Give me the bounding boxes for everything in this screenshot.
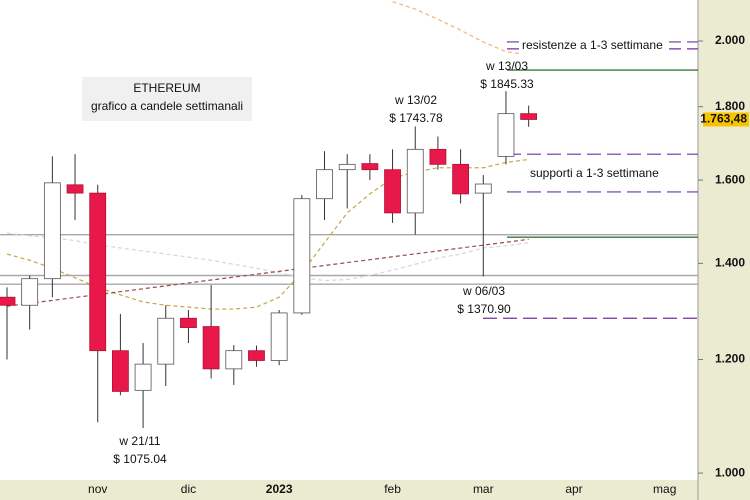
- x-tick-label: feb: [384, 482, 401, 496]
- y-tick-label: 1.400: [715, 256, 745, 270]
- y-tick-label: 2.000: [715, 33, 745, 47]
- annotation-bg: [519, 37, 669, 55]
- annotation: resistenze a 1-3 settimane: [522, 38, 663, 52]
- x-tick-label: dic: [181, 482, 196, 496]
- candle-body: [21, 278, 39, 306]
- candle-body: [66, 184, 84, 194]
- annotation: $ 1370.90: [457, 302, 511, 316]
- annotation: $ 1743.78: [389, 111, 443, 125]
- candle-body: [474, 183, 492, 194]
- candle-body: [316, 169, 333, 200]
- candle-body: [225, 350, 243, 370]
- candle-body: [134, 363, 152, 391]
- candle-body: [202, 326, 220, 370]
- annotation: $ 1845.33: [480, 77, 534, 91]
- title-box: [82, 77, 252, 121]
- candle-body: [89, 192, 107, 352]
- annotation: w 21/11: [118, 434, 160, 448]
- overlay-line: [392, 1, 529, 56]
- candle-body: [520, 113, 538, 120]
- candle-body: [270, 312, 288, 361]
- candle-body: [0, 296, 16, 306]
- candle-body: [112, 350, 129, 392]
- candle-body: [361, 163, 379, 171]
- chart-title: ETHEREUM: [133, 81, 200, 95]
- chart-subtitle: grafico a candele settimanali: [91, 99, 243, 113]
- x-tick-label: apr: [565, 482, 582, 496]
- candle-body: [248, 350, 265, 361]
- candle-body: [452, 163, 470, 195]
- annotation: w 13/02: [394, 93, 437, 107]
- y-tick-label: 1.200: [715, 352, 745, 366]
- y-tick-label: 1.800: [715, 99, 745, 113]
- annotation: supporti a 1-3 settimane: [530, 166, 659, 180]
- candle-body: [157, 317, 175, 365]
- candle-body: [43, 182, 61, 280]
- x-tick-label: mag: [653, 482, 676, 496]
- x-tick-label: mar: [473, 482, 494, 496]
- annotation: w 06/03: [462, 284, 505, 298]
- last-price-label: 1.763,48: [700, 112, 747, 126]
- candle-body: [338, 163, 356, 171]
- annotation-bg: [527, 165, 663, 183]
- x-tick-label: nov: [88, 482, 107, 496]
- y-tick-label: 1.600: [715, 172, 745, 186]
- candle-body: [293, 198, 311, 314]
- annotation: $ 1075.04: [113, 452, 167, 466]
- candle-body: [406, 148, 424, 214]
- candle-body: [497, 113, 515, 157]
- candle-body: [180, 317, 197, 328]
- candle-body: [429, 148, 447, 165]
- x-axis-panel: [0, 480, 698, 500]
- annotation: w 13/03: [485, 59, 528, 73]
- last-price-tag: [703, 112, 749, 127]
- candle-body: [384, 169, 401, 214]
- axis-panel: [698, 0, 750, 500]
- y-tick-label: 1.000: [715, 465, 745, 479]
- x-tick-label: 2023: [266, 482, 293, 496]
